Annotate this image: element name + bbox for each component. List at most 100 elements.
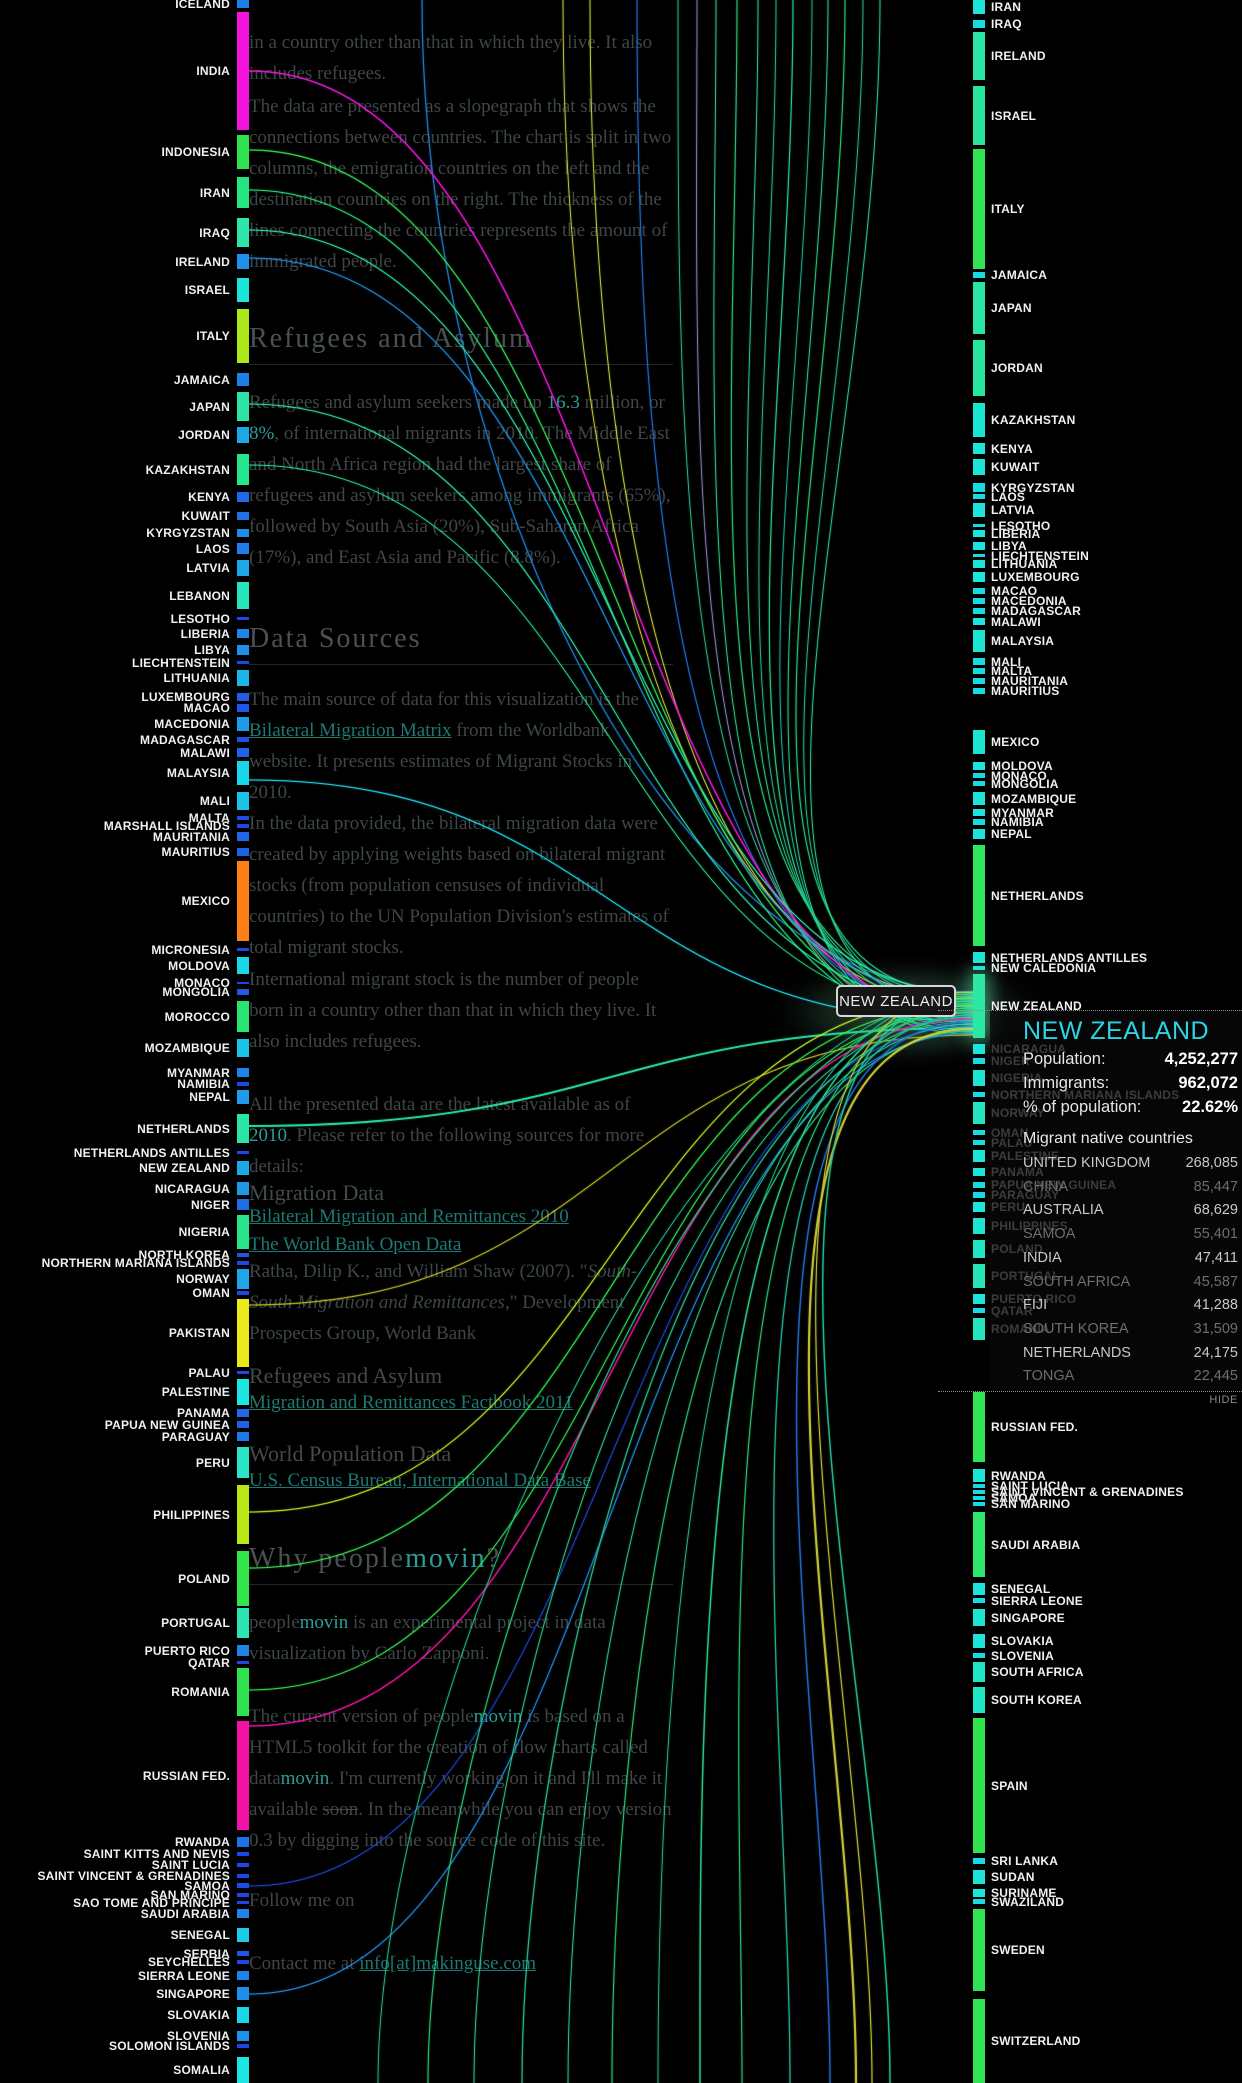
left-country-bar-macao[interactable] xyxy=(237,704,249,712)
right-country-label[interactable]: JORDAN xyxy=(991,361,1043,375)
right-country-bar-mozambique[interactable] xyxy=(973,792,985,805)
right-country-bar-kyrgyzstan[interactable] xyxy=(973,483,985,492)
right-country-label[interactable]: MALAYSIA xyxy=(991,634,1055,648)
right-country-bar-jamaica[interactable] xyxy=(973,272,985,278)
left-country-bar-jamaica[interactable] xyxy=(237,373,249,386)
left-country-bar-iceland[interactable] xyxy=(237,0,249,8)
left-country-bar-micronesia[interactable] xyxy=(237,948,249,951)
left-country-bar-nicaragua[interactable] xyxy=(237,1182,249,1195)
right-country-label[interactable]: JAMAICA xyxy=(991,268,1048,282)
right-country-bar-philippines[interactable] xyxy=(973,1218,985,1234)
left-country-bar-peru[interactable] xyxy=(237,1447,249,1478)
left-country-label[interactable]: MARSHALL ISLANDS xyxy=(103,819,230,833)
right-country-bar-oman[interactable] xyxy=(973,1130,985,1135)
right-country-label[interactable]: NAMIBIA xyxy=(991,815,1044,829)
right-country-label[interactable]: LIBYA xyxy=(991,539,1027,553)
right-country-label[interactable]: MACEDONIA xyxy=(991,594,1067,608)
right-country-bar-luxembourg[interactable] xyxy=(973,572,985,582)
left-country-bar-kazakhstan[interactable] xyxy=(237,454,249,485)
left-country-label[interactable]: NIGER xyxy=(190,1197,230,1212)
left-country-label[interactable]: MONACO xyxy=(174,976,230,990)
left-country-bar-nigeria[interactable] xyxy=(237,1215,249,1249)
left-country-label[interactable]: LIBERIA xyxy=(180,626,230,641)
left-country-label[interactable]: MYANMAR xyxy=(167,1065,230,1080)
right-country-bar-kuwait[interactable] xyxy=(973,459,985,475)
right-country-bar-northern-mariana-islands[interactable] xyxy=(973,1092,985,1097)
right-country-bar-romania[interactable] xyxy=(973,1318,985,1340)
right-country-bar-latvia[interactable] xyxy=(973,503,985,517)
left-country-label[interactable]: LIBYA xyxy=(194,643,230,657)
right-country-label[interactable]: KAZAKHSTAN xyxy=(991,413,1076,427)
left-country-bar-seychelles[interactable] xyxy=(237,1960,249,1964)
right-country-label[interactable]: SOUTH AFRICA xyxy=(991,1665,1084,1679)
right-country-label[interactable]: IRELAND xyxy=(991,49,1046,63)
right-country-label[interactable]: SAINT LUCIA xyxy=(991,1479,1070,1493)
right-country-bar-switzerland[interactable] xyxy=(973,1999,985,2083)
right-country-bar-slovakia[interactable] xyxy=(973,1634,985,1648)
left-country-bar-mexico[interactable] xyxy=(237,861,249,941)
right-country-bar-peru[interactable] xyxy=(973,1202,985,1212)
right-country-bar-monaco[interactable] xyxy=(973,773,985,778)
left-country-label[interactable]: RWANDA xyxy=(175,1835,230,1849)
left-country-label[interactable]: PERU xyxy=(195,1455,230,1470)
left-country-bar-slovakia[interactable] xyxy=(237,2007,249,2023)
right-country-bar-nepal[interactable] xyxy=(973,829,985,839)
left-country-label[interactable]: SAUDI ARABIA xyxy=(140,1906,230,1921)
left-country-label[interactable]: NORTH KOREA xyxy=(138,1248,230,1262)
left-country-label[interactable]: NORTHERN MARIANA ISLANDS xyxy=(41,1256,230,1270)
left-country-label[interactable]: LEBANON xyxy=(169,588,230,603)
left-country-label[interactable]: PAKISTAN xyxy=(168,1326,230,1340)
left-country-label[interactable]: IRAN xyxy=(199,185,230,200)
left-country-label[interactable]: LUXEMBOURG xyxy=(141,690,230,704)
left-country-bar-niger[interactable] xyxy=(237,1199,249,1210)
right-country-label[interactable]: SOUTH KOREA xyxy=(991,1693,1082,1707)
right-country-bar-mauritania[interactable] xyxy=(973,678,985,684)
left-country-bar-kyrgyzstan[interactable] xyxy=(237,529,249,537)
left-country-label[interactable]: LATVIA xyxy=(186,561,230,575)
left-country-label[interactable]: KUWAIT xyxy=(181,509,230,523)
right-country-bar-san-marino[interactable] xyxy=(973,1502,985,1506)
left-country-bar-sierra-leone[interactable] xyxy=(237,1971,249,1980)
right-country-bar-sweden[interactable] xyxy=(973,1909,985,1991)
left-country-bar-kenya[interactable] xyxy=(237,492,249,502)
right-country-label[interactable]: KYRGYZSTAN xyxy=(991,480,1075,495)
right-country-bar-jordan[interactable] xyxy=(973,340,985,396)
right-country-label[interactable]: LATVIA xyxy=(991,503,1035,517)
right-country-label[interactable]: LIBERIA xyxy=(991,526,1041,541)
left-country-label[interactable]: SLOVAKIA xyxy=(167,2008,230,2022)
left-country-bar-malaysia[interactable] xyxy=(237,761,249,785)
left-country-bar-palau[interactable] xyxy=(237,1371,249,1374)
left-country-bar-netherlands[interactable] xyxy=(237,1114,249,1143)
right-country-bar-slovenia[interactable] xyxy=(973,1653,985,1658)
right-country-bar-samoa[interactable] xyxy=(973,1496,985,1500)
left-country-bar-slovenia[interactable] xyxy=(237,2031,249,2041)
link-remittances-factbook-2011[interactable]: Migration and Remittances Factbook 2011 xyxy=(249,1392,574,1413)
right-country-bar-panama[interactable] xyxy=(973,1168,985,1176)
left-country-label[interactable]: IRELAND xyxy=(175,254,230,269)
right-country-bar-palau[interactable] xyxy=(973,1140,985,1145)
left-country-label[interactable]: PHILIPPINES xyxy=(153,1507,230,1522)
right-country-bar-libya[interactable] xyxy=(973,542,985,550)
left-country-bar-paraguay[interactable] xyxy=(237,1432,249,1441)
left-country-bar-macedonia[interactable] xyxy=(237,717,249,731)
left-country-bar-singapore[interactable] xyxy=(237,1987,249,2000)
left-country-bar-nepal[interactable] xyxy=(237,1090,249,1104)
left-country-label[interactable]: MAURITANIA xyxy=(152,829,230,844)
left-country-bar-myanmar[interactable] xyxy=(237,1068,249,1077)
left-country-label[interactable]: LITHUANIA xyxy=(163,671,230,685)
left-country-bar-palestine[interactable] xyxy=(237,1379,249,1405)
left-country-label[interactable]: SLOVENIA xyxy=(167,2029,230,2043)
right-country-bar-japan[interactable] xyxy=(973,282,985,334)
left-country-label[interactable]: PARAGUAY xyxy=(161,1429,230,1444)
right-country-label[interactable]: ISRAEL xyxy=(991,108,1037,123)
right-country-bar-madagascar[interactable] xyxy=(973,608,985,614)
left-country-bar-mauritania[interactable] xyxy=(237,832,249,841)
left-country-label[interactable]: OMAN xyxy=(192,1286,230,1300)
left-country-label[interactable]: MAURITIUS xyxy=(161,845,230,859)
right-country-label[interactable]: SURINAME xyxy=(991,1886,1057,1900)
left-country-label[interactable]: NETHERLANDS xyxy=(137,1121,230,1136)
left-country-bar-israel[interactable] xyxy=(237,278,249,302)
right-country-bar-mauritius[interactable] xyxy=(973,688,985,694)
left-country-label[interactable]: ROMANIA xyxy=(171,1685,230,1699)
right-country-bar-rwanda[interactable] xyxy=(973,1469,985,1482)
